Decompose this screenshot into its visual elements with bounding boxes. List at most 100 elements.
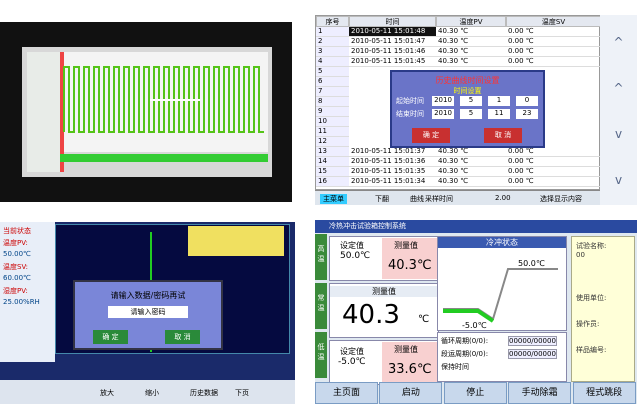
field[interactable]: 23 [516, 109, 538, 119]
cell: 2010-05-11 15:01:37 [349, 147, 436, 157]
curve-toolbar: 放大 缩小 历史数据 下页 [0, 380, 295, 404]
scroll-button[interactable]: v [614, 127, 623, 141]
tab[interactable]: 低温 [315, 332, 327, 378]
meas-box: 测量值 40.3℃ [382, 238, 438, 279]
cancel-button[interactable]: 取 消 [165, 330, 200, 344]
field[interactable]: 5 [460, 109, 482, 119]
ok-button[interactable]: 确 定 [93, 330, 128, 344]
info-item: 操作员: [576, 320, 600, 328]
tab[interactable]: 常温 [315, 283, 327, 329]
center-box: 测量值 40.3 ℃ [329, 283, 439, 338]
cell: 0.00 ℃ [506, 167, 601, 177]
status-item: 25.00%RH [3, 298, 40, 306]
cell: 4 [316, 57, 349, 67]
main-screen: 冷热冲击试验箱控制系统 高温 常温 低温 设定值 50.0℃ 测量值 40.3℃ 测… [315, 220, 637, 404]
curve-screen: 当前状态 温度PV: 50.00℃ 温度SV: 60.00℃ 湿度PV: 25.00%RH … [0, 222, 295, 404]
header-cell: 温度PV [436, 16, 506, 27]
scroll-button[interactable]: v [614, 173, 623, 187]
unit: ℃ [418, 314, 430, 325]
info-panel: 试验名称: 00 使用单位: 操作员: 样品编号: [571, 236, 635, 382]
value: 33.6℃ [388, 362, 432, 377]
info-item: 样品编号: [576, 346, 607, 354]
value: 40.3℃ [388, 258, 432, 273]
toolbar-item[interactable]: 主菜单 [320, 194, 347, 204]
scroll-button[interactable]: ^ [613, 81, 624, 95]
button-bar: 主页面 启动 停止 手动除霜 程式跳段 [315, 382, 637, 404]
cycle-item: 保持时间 [441, 363, 469, 371]
cell: 0.00 ℃ [506, 37, 601, 47]
field[interactable]: 11 [488, 109, 510, 119]
field[interactable]: 0 [516, 96, 538, 106]
nav-button[interactable]: 主页面 [315, 382, 378, 404]
low-temp: -5.0℃ [462, 321, 487, 330]
value: 40.3 [342, 300, 400, 330]
cell: 1 [316, 27, 349, 37]
tab[interactable]: 高温 [315, 234, 327, 280]
cycle-item: 段运周期(0/0): [441, 350, 489, 358]
cell: 40.30 ℃ [436, 37, 506, 47]
side-panel [27, 52, 60, 172]
cell: 0.00 ℃ [506, 177, 601, 187]
nav-button[interactable]: 停止 [443, 382, 507, 404]
status-bar [60, 154, 268, 162]
meas-box: 测量值 33.6℃ [382, 342, 438, 383]
nav-button[interactable]: 程式跳段 [572, 382, 636, 404]
cell: 40.30 ℃ [436, 177, 506, 187]
status-panel: 当前状态 温度PV: 50.00℃ 温度SV: 60.00℃ 湿度PV: 25.00%RH [0, 222, 55, 362]
cell: 40.30 ℃ [436, 167, 506, 177]
cell: 14 [316, 157, 349, 167]
status-item: 50.00℃ [3, 250, 31, 258]
field-label: 起始时间 [396, 97, 424, 105]
scroll-column: ^ ^ v v [600, 15, 637, 205]
toolbar-item[interactable]: 采样时间 [425, 195, 453, 203]
cell: 2010-05-11 15:01:35 [349, 167, 436, 177]
table-toolbar: 主菜单 下翻 曲线 采样时间 2.00 选择显示内容 [315, 190, 600, 205]
cycle-item: 00000/00000 [508, 349, 557, 359]
square-wave [63, 66, 264, 133]
cell: 40.30 ℃ [436, 27, 506, 37]
password-input[interactable]: 请输入密码 [108, 306, 188, 318]
toolbar-item[interactable]: 2.00 [495, 194, 511, 202]
dialog-title: 请输入数据/密码再试 [110, 291, 186, 300]
toolbar-item[interactable]: 下页 [235, 389, 249, 397]
cell: 7 [316, 87, 349, 97]
info-item: 试验名称: [576, 242, 607, 250]
toolbar-item[interactable]: 选择显示内容 [540, 195, 582, 203]
toolbar-item[interactable]: 放大 [100, 389, 114, 397]
cell: 3 [316, 47, 349, 57]
field[interactable]: 5 [460, 96, 482, 106]
cell: 5 [316, 67, 349, 77]
label: 设定值 [340, 241, 364, 250]
password-dialog: 请输入数据/密码再试 请输入密码 确 定 取 消 [73, 280, 223, 350]
toolbar-item[interactable]: 曲线 [410, 195, 424, 203]
info-item: 使用单位: [576, 294, 607, 302]
field[interactable]: 2010 [432, 109, 454, 119]
nav-button[interactable]: 手动除霜 [508, 382, 572, 404]
cell: 10 [316, 117, 349, 127]
toolbar-item[interactable]: 缩小 [145, 389, 159, 397]
nav-button[interactable]: 启动 [379, 382, 443, 404]
cell: 2010-05-11 15:01:48 [349, 27, 436, 37]
toolbar-item[interactable]: 下翻 [375, 195, 389, 203]
cell: 2010-05-11 15:01:34 [349, 177, 436, 187]
status-item: 温度PV: [3, 239, 28, 247]
tabs: 高温 常温 低温 [315, 234, 327, 380]
label: 测量值 [330, 286, 438, 297]
field-label: 结束时间 [396, 110, 424, 118]
cell: 2010-05-11 15:01:36 [349, 157, 436, 167]
cancel-button[interactable]: 取 消 [484, 128, 522, 143]
ok-button[interactable]: 确 定 [412, 128, 450, 143]
cell: 2010-05-11 15:01:47 [349, 37, 436, 47]
dialog-title: 历史曲线时间设置 [435, 76, 500, 85]
status-item: 温度SV: [3, 263, 29, 271]
time-fields: 起始时间 2010 5 1 0 结束时间 2010 5 11 23 [396, 96, 541, 122]
scroll-button[interactable]: ^ [613, 35, 624, 49]
state-box: 冷冲状态 50.0℃ -5.0℃ [437, 236, 567, 331]
field[interactable]: 2010 [432, 96, 454, 106]
header-cell: 序号 [316, 16, 349, 27]
toolbar-item[interactable]: 历史数据 [190, 389, 218, 397]
field[interactable]: 1 [488, 96, 510, 106]
status-item: 60.00℃ [3, 274, 31, 282]
label: 冷冲状态 [438, 237, 566, 248]
value: -5.0℃ [338, 357, 366, 367]
